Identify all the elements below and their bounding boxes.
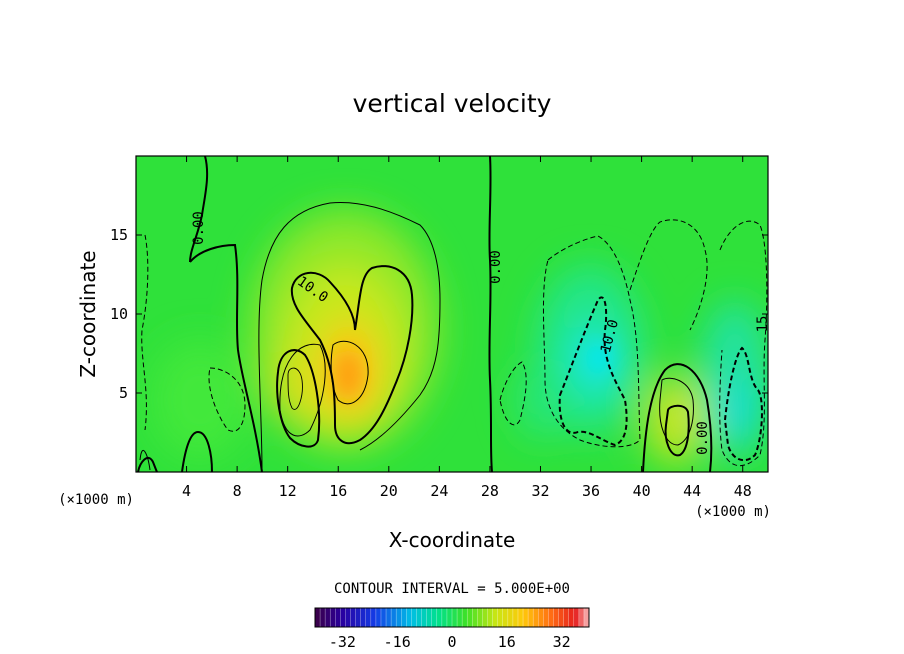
colorbar-cell (406, 608, 412, 627)
colorbar-cell (487, 608, 493, 627)
colorbar-cell (528, 608, 534, 627)
colorbar-cell (578, 608, 585, 627)
colorbar-cell (553, 608, 559, 627)
contours-zero (137, 156, 713, 472)
colorbar-cell (335, 608, 341, 627)
colorbar (314, 607, 590, 628)
colorbar-cell (431, 608, 438, 627)
colorbar-cell (365, 608, 372, 627)
x-tick-label: 24 (430, 482, 448, 500)
colorbar-cell (320, 608, 326, 627)
colorbar-cell (386, 608, 392, 627)
contour-label: 0.00 (488, 250, 504, 284)
colorbar-cell (426, 608, 433, 627)
colorbar-cell (563, 608, 570, 627)
x-tick-label: 8 (233, 482, 242, 500)
colorbar-cell (421, 608, 427, 627)
colorbar-cell (452, 608, 458, 627)
y-axis-label: Z-coordinate (76, 250, 100, 377)
colorbar-cell (472, 608, 478, 627)
colorbar-cell (401, 608, 407, 627)
colorbar-cell (517, 608, 524, 627)
colorbar-tick-label: 32 (553, 633, 571, 651)
colorbar-cell (538, 608, 544, 627)
colorbar-cell (396, 608, 402, 627)
colorbar-cell (482, 608, 488, 627)
colorbar-tick-label: -16 (384, 633, 411, 651)
colorbar-cell (523, 608, 529, 627)
colorbar-cell (345, 608, 351, 627)
colorbar-cell (446, 608, 453, 627)
colorbar-cell (558, 608, 564, 627)
contours-negative-10 (558, 296, 763, 462)
colorbar-cell (583, 608, 590, 627)
plot-area: 0.00 10.0 0.00 10.0 0.00 15 (136, 156, 771, 472)
colorbar-cell (533, 608, 539, 627)
colorbar-cell (492, 608, 498, 627)
contour-label: 0.00 (695, 421, 711, 455)
colorbar-cell (548, 608, 554, 627)
colorbar-tick-label: 0 (447, 633, 456, 651)
y-ticks: 5 10 15 (110, 226, 768, 402)
colorbar-cell (573, 608, 580, 627)
y-tick-label: 5 (119, 384, 128, 402)
colorbar-ticks: -32 -16 0 16 32 (329, 633, 571, 651)
colorbar-cell (325, 608, 331, 627)
colorbar-cell (375, 608, 382, 627)
colorbar-tick-label: -32 (329, 633, 356, 651)
contours-thin (139, 201, 694, 471)
colorbar-cell (507, 608, 514, 627)
x-tick-label: 36 (582, 482, 600, 500)
x-axis-label: X-coordinate (389, 528, 516, 552)
colorbar-cell (512, 608, 519, 627)
contours-negative (141, 219, 768, 467)
colorbar-cell (391, 608, 397, 627)
x-tick-label: 12 (279, 482, 297, 500)
colorbar-cell (330, 608, 336, 627)
colorbar-cell (340, 608, 346, 627)
contour-interval-text: CONTOUR INTERVAL = 5.000E+00 (334, 581, 570, 597)
colorbar-cell (568, 608, 575, 627)
chart-title: vertical velocity (353, 89, 552, 118)
colorbar-cell (355, 608, 361, 627)
colorbar-cell (360, 608, 367, 627)
colorbar-cell (315, 608, 321, 627)
contour-label: 15 (755, 316, 771, 333)
x-unit-left: (×1000 m) (58, 492, 134, 508)
colorbar-cell (416, 608, 422, 627)
x-tick-label: 16 (329, 482, 347, 500)
colorbar-cell (497, 608, 504, 627)
colorbar-cell (457, 608, 463, 627)
colorbar-cell (370, 608, 377, 627)
x-tick-label: 48 (734, 482, 752, 500)
contour-label: 0.00 (191, 211, 207, 245)
x-tick-label: 40 (633, 482, 651, 500)
colorbar-cell (380, 608, 387, 627)
colorbar-cell (411, 608, 417, 627)
x-tick-label: 4 (182, 482, 191, 500)
colorbar-cell (441, 608, 448, 627)
colorbar-cell (477, 608, 483, 627)
x-ticks: 4 8 12 16 20 24 28 32 36 40 44 48 (182, 156, 752, 500)
colorbar-tick-label: 16 (498, 633, 516, 651)
contours-10 (276, 265, 690, 457)
y-tick-label: 10 (110, 305, 128, 323)
colorbar-cell (436, 608, 443, 627)
y-tick-label: 15 (110, 226, 128, 244)
colorbar-cell (543, 608, 549, 627)
x-tick-label: 44 (683, 482, 701, 500)
colorbar-cell (502, 608, 509, 627)
x-tick-label: 20 (380, 482, 398, 500)
x-tick-label: 28 (481, 482, 499, 500)
colorbar-cell (467, 608, 473, 627)
x-unit-right: (×1000 m) (695, 504, 771, 520)
x-tick-label: 32 (531, 482, 549, 500)
colorbar-cell (462, 608, 468, 627)
colorbar-cell (350, 608, 356, 627)
colorbar-frame (314, 607, 590, 628)
